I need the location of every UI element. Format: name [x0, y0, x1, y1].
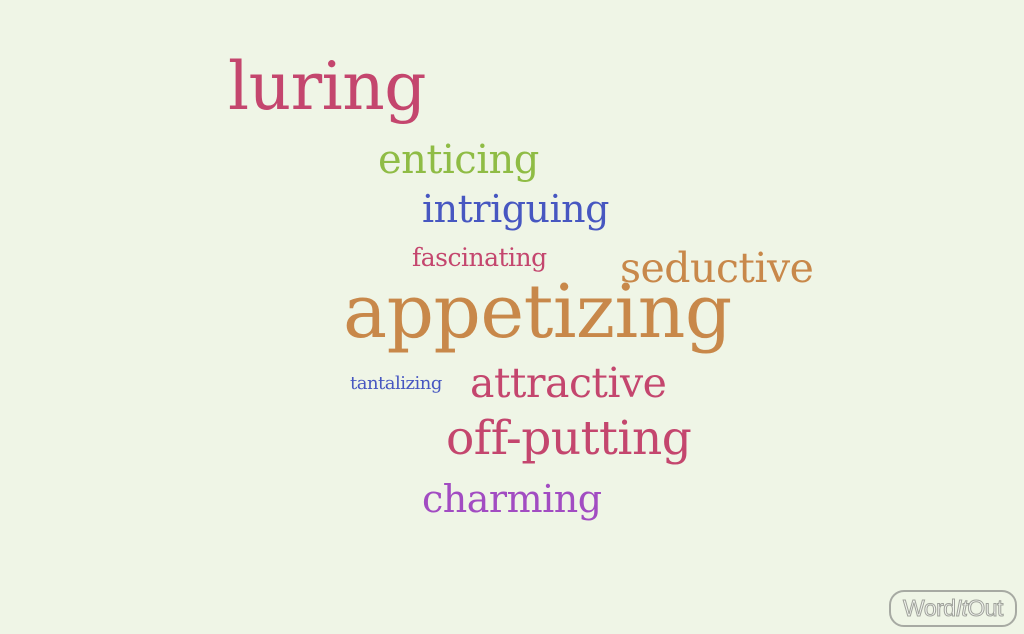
- word-appetizing: appetizing: [343, 269, 732, 355]
- word-luring: luring: [228, 48, 427, 125]
- word-attractive: attractive: [470, 359, 667, 407]
- logo-text-out: Out: [967, 595, 1004, 622]
- word-seductive: seductive: [620, 244, 814, 292]
- word-off-putting: off-putting: [446, 411, 692, 466]
- word-enticing: enticing: [378, 137, 539, 183]
- word-charming: charming: [422, 477, 602, 521]
- word-tantalizing: tantalizing: [350, 373, 442, 394]
- wordittout-logo-link[interactable]: Word It Out: [889, 590, 1017, 627]
- word-intriguing: intriguing: [422, 187, 609, 231]
- logo-text-it: It: [955, 595, 968, 622]
- word-fascinating: fascinating: [412, 243, 547, 272]
- logo-text-word: Word: [903, 595, 957, 622]
